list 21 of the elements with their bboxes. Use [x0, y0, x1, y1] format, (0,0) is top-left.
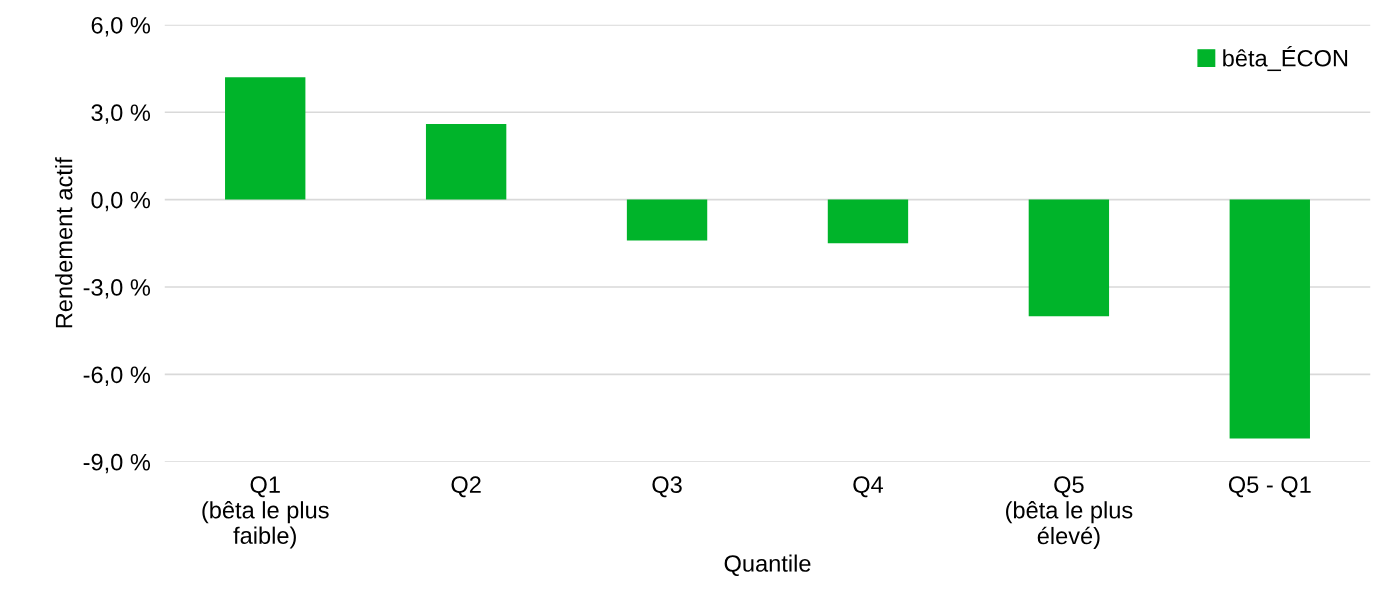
x-axis-title: Quantile	[724, 554, 811, 577]
x-tick-label: Q1 (bêta le plus faible)	[202, 476, 329, 549]
x-tick-label: Q5 - Q1	[1228, 476, 1311, 498]
legend-label: bêta_ÉCON	[1223, 45, 1348, 72]
x-tick-label: Q3	[652, 476, 682, 498]
bar	[425, 123, 507, 200]
bar	[827, 199, 909, 244]
bar	[225, 77, 306, 200]
y-tick-label: 3,0 %	[91, 104, 151, 124]
x-tick-label: Q2	[451, 476, 481, 498]
y-axis-title: Rendement actif	[55, 157, 73, 328]
bar	[1028, 199, 1110, 317]
bar	[1229, 199, 1310, 439]
y-tick-label: -3,0 %	[83, 279, 151, 299]
bar	[626, 199, 708, 241]
x-tick-label: Q5 (bêta le plus élevé)	[1006, 476, 1133, 549]
y-tick-label: 0,0 %	[91, 191, 151, 212]
x-tick-label: Q4	[853, 476, 884, 498]
y-tick-label: 6,0 %	[91, 16, 151, 37]
y-tick-label: -6,0 %	[83, 366, 151, 386]
y-tick-label: -9,0 %	[83, 453, 151, 474]
